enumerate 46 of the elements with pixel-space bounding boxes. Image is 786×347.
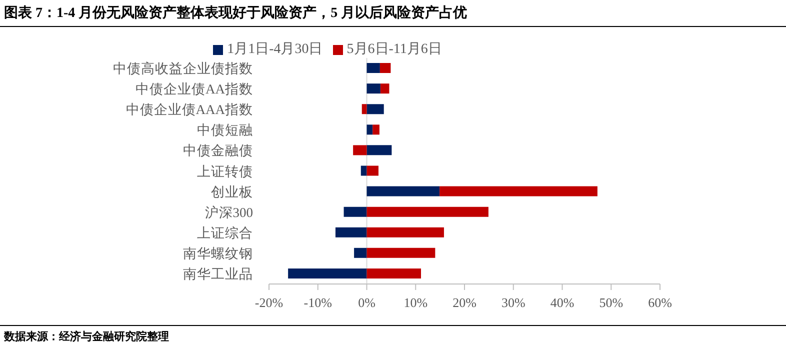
bar [380, 63, 391, 73]
y-tick-label: 中债企业债AAA指数 [126, 102, 253, 118]
bar [366, 63, 380, 73]
legend-label: 5月6日-11月6日 [346, 42, 442, 57]
y-tick-label: 中债高收益企业债指数 [113, 61, 253, 76]
bar [366, 124, 373, 135]
bar [366, 104, 384, 114]
bar [344, 206, 367, 217]
bar [354, 248, 367, 258]
x-tick-label: -10% [304, 295, 332, 310]
bar [366, 166, 378, 176]
bar [440, 186, 598, 196]
legend-label: 1月1日-4月30日 [227, 42, 323, 57]
x-tick-label: 10% [404, 295, 428, 310]
bar [360, 166, 367, 176]
x-tick-label: 50% [599, 295, 624, 310]
x-tick-label: 0% [358, 295, 376, 310]
x-tick-label: 20% [452, 295, 477, 310]
chart-title: 图表 7：1-4 月份无风险资产整体表现好于风险资产，5 月以后风险资产占优 [4, 4, 468, 22]
bar [366, 145, 392, 156]
bar [372, 124, 380, 135]
y-tick-label: 中债短融 [197, 122, 253, 138]
bar [362, 104, 367, 114]
y-tick-label: 南华螺纹钢 [183, 246, 253, 261]
y-tick-label: 沪深300 [204, 204, 254, 220]
x-tick-label: 40% [550, 295, 574, 310]
bar [366, 84, 380, 94]
x-tick-label: 60% [648, 295, 672, 310]
y-tick-label: 上证综合 [197, 225, 253, 240]
y-tick-label: 创业板 [211, 184, 253, 200]
x-tick-label: -20% [254, 295, 284, 310]
y-tick-label: 中债企业债AA指数 [136, 82, 253, 97]
bar [366, 248, 436, 258]
y-tick-label: 上证转债 [197, 164, 253, 179]
bar [366, 268, 421, 278]
x-tick-label: 30% [501, 295, 526, 310]
bar [366, 206, 488, 217]
bar [335, 227, 367, 238]
bar [353, 145, 367, 156]
bar [366, 186, 440, 196]
bar [380, 84, 390, 94]
y-tick-label: 中债金融债 [183, 143, 253, 158]
bar [366, 227, 444, 238]
bar [288, 268, 367, 278]
source-note: 数据来源：经济与金融研究院整理 [4, 330, 170, 344]
y-tick-label: 南华工业品 [183, 266, 253, 282]
